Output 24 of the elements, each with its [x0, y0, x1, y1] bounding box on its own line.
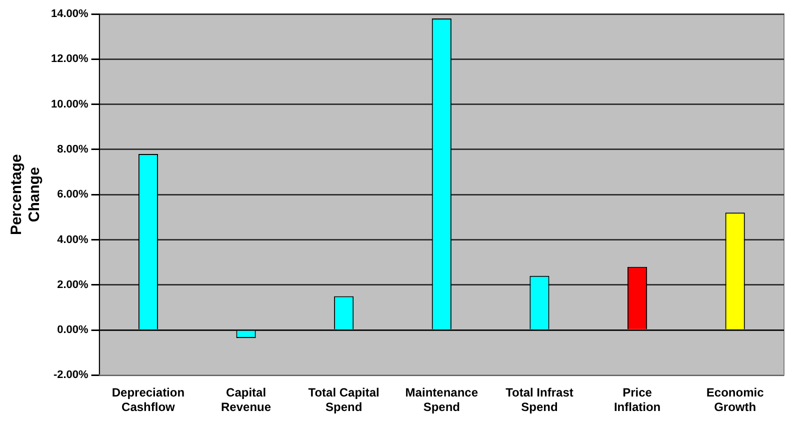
- category-label: Growth: [714, 400, 756, 414]
- y-tick-label: -2.00%: [53, 369, 89, 382]
- category-label: Inflation: [614, 400, 661, 414]
- y-tick-label: 14.00%: [50, 8, 89, 20]
- y-tick-label: 4.00%: [57, 234, 89, 246]
- category-label: Total Infrast: [506, 386, 574, 400]
- y-tick-label: 12.00%: [50, 53, 89, 66]
- category-label: Economic: [706, 386, 764, 400]
- category-label: Capital: [226, 386, 266, 400]
- category-label: Spend: [326, 400, 362, 414]
- category-label: Cashflow: [122, 400, 175, 414]
- y-tick-label: 8.00%: [57, 143, 89, 156]
- category-label: Depreciation: [112, 386, 185, 400]
- y-tick-label: 6.00%: [57, 188, 89, 201]
- category-label: Revenue: [221, 400, 272, 414]
- y-tick-label: 10.00%: [50, 98, 89, 110]
- y-tick-label: 2.00%: [57, 278, 89, 291]
- y-axis-title: Percentage Change: [8, 154, 44, 236]
- category-label: Price: [622, 386, 652, 400]
- y-tick-label: 0.00%: [57, 324, 89, 336]
- category-label: Spend: [423, 400, 460, 414]
- category-label: Spend: [521, 400, 558, 414]
- category-label: Total Capital: [308, 386, 380, 400]
- category-label: Maintenance: [405, 386, 478, 400]
